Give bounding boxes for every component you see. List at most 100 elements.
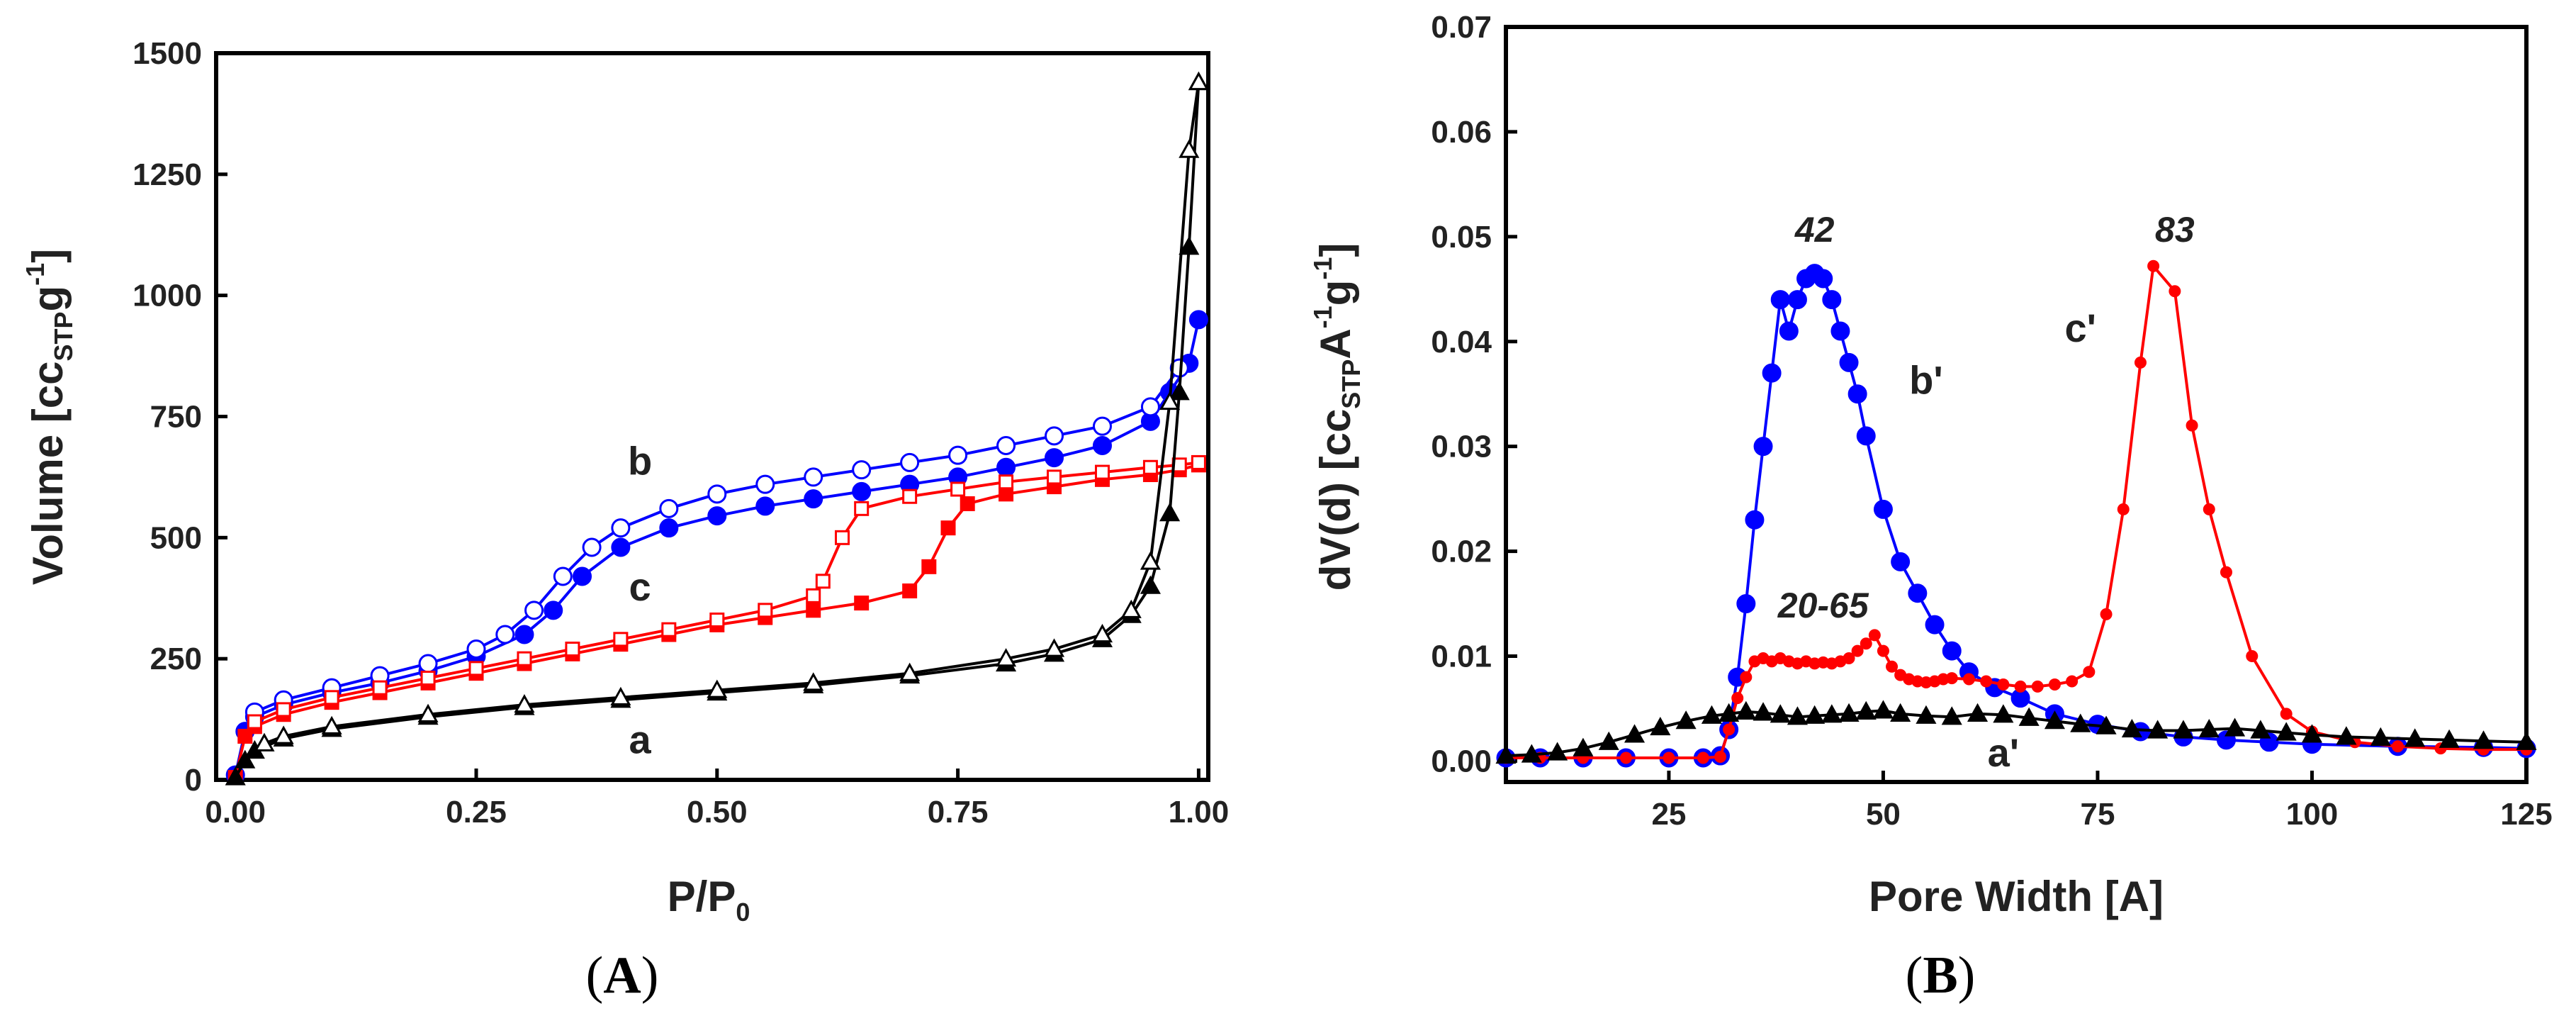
panel-a-series-b-adsorption-point: [1045, 448, 1064, 468]
panel-b-ytick-label: 0.02: [1431, 535, 1492, 569]
panel-b-series-b-point: [1753, 437, 1773, 457]
panel-a-series-b-adsorption-point: [852, 481, 872, 501]
panel-b-caption: (B): [1906, 946, 1976, 1005]
panel-b-series-c-point: [1997, 678, 2010, 691]
panel-a-series-a-adsorption-line: [234, 82, 1200, 778]
panel-b-series-c-point: [1945, 672, 1958, 685]
panel-b-ylabel-sup2: -1: [1308, 257, 1337, 280]
panel-b-xtick-label: 50: [1866, 797, 1901, 832]
panel-b-xtick-label: 25: [1651, 797, 1686, 832]
panel-b-peak-label-20-65: 20-65: [1777, 586, 1869, 625]
panel-a-series-b-adsorption: [225, 310, 1208, 785]
panel-b-series-c-point: [2391, 740, 2404, 753]
panel-b-ylabel-unit2: g: [1312, 280, 1359, 306]
panel-b-series-c-point: [1860, 637, 1872, 650]
panel-a-series-c-adsorption-line: [234, 463, 1199, 778]
panel-b-series-b-point: [1942, 641, 1962, 661]
panel-a-series-b-desorption-point: [495, 625, 515, 644]
panel-a-series-c-desorption-point: [834, 530, 850, 545]
panel-a-label-c: c: [629, 564, 651, 609]
panel-b-series-a-point: [2070, 713, 2091, 732]
panel-a-series-a-desorption-point: [1140, 551, 1161, 570]
panel-a-series-c-desorption-point: [815, 574, 831, 589]
panel-a-series-c-desorption-point: [1047, 469, 1062, 485]
panel-a-series-a-adsorption-point: [1140, 575, 1161, 594]
panel-b-series-c-point: [1868, 629, 1881, 642]
panel-a-series-c-desorption-point: [613, 632, 629, 647]
panel-a-series-a-desorption-point: [514, 693, 535, 713]
panel-a-ylabel-sup: -1: [21, 263, 50, 286]
panel-a-series-c-desorption-line: [254, 461, 1199, 723]
panel-a-ytick-label: 1500: [133, 36, 202, 71]
panel-a-ylabel-unit: g: [24, 286, 72, 312]
panel-b-series-a-point: [2250, 720, 2271, 739]
panel-b-series-a-point: [2473, 730, 2495, 749]
panel-a-series-c-desorption-point: [372, 680, 388, 695]
panel-b-series-a-point: [2198, 718, 2220, 738]
panel-b-xtick-label: 75: [2080, 797, 2115, 832]
panel-b-series-b-point: [1856, 426, 1876, 446]
panel-b-ylabel-close: ]: [1312, 243, 1359, 257]
panel-a-xlabel-sub: 0: [736, 898, 750, 927]
panel-a-series-b-desorption-point: [1092, 416, 1112, 436]
panel-b-series-c-point: [2203, 503, 2215, 515]
panel-a-series-c-desorption-point: [1094, 464, 1110, 480]
panel-b-series-a-point: [1736, 700, 1757, 720]
panel-a-series-a-desorption-point: [899, 662, 921, 681]
panel-a-series-b-desorption-point: [755, 474, 775, 494]
panel-b-series-a-point: [2225, 717, 2246, 737]
panel-a-series-b-adsorption-point: [1188, 310, 1208, 330]
panel-a-series-b-desorption-point: [1045, 426, 1064, 446]
panel-b-caption-letter: B: [1923, 946, 1957, 1005]
panel-a-series-c-desorption-point: [1142, 459, 1158, 475]
panel-b-series-b-point: [1839, 352, 1859, 372]
panel-b-series-a-point: [1941, 706, 1962, 725]
panel-a-xlabel-main: P/P: [668, 873, 736, 920]
panel-b-ytick-label: 0.05: [1431, 220, 1492, 255]
panel-a-series-a-desorption-point: [996, 648, 1017, 667]
panel-a-series-c-desorption-point: [854, 501, 870, 516]
panel-b-series-a-point: [1855, 700, 1877, 720]
panel-a-series-b-adsorption-point: [573, 566, 592, 586]
panel-a-series-b-desorption: [244, 358, 1189, 722]
panel-b-series-b-point: [1745, 510, 1765, 530]
panel-a-series-c-desorption-point: [758, 603, 773, 618]
panel-b-series-a-point: [1770, 704, 1791, 723]
panel-b-label-b-prime: b': [1909, 358, 1943, 403]
panel-b-ylabel-unit: A: [1312, 328, 1359, 359]
panel-b-series-c-point: [1663, 752, 1675, 764]
panel-b-series-a-point: [1701, 705, 1722, 724]
panel-b-series: [1495, 259, 2537, 768]
panel-b-ylabel: dV(d) [ccSTPA-1g-1]: [1308, 243, 1366, 591]
panel-b-series-b-point: [1830, 321, 1850, 341]
panel-a-series-c-desorption-point: [247, 714, 262, 730]
panel-b-series-c-point: [1740, 671, 1753, 683]
panel-b-series-a-point: [2516, 731, 2537, 750]
panel-a-series-b-desorption-point: [996, 436, 1016, 455]
panel-b-series-a-point: [1890, 703, 1911, 722]
panel-b-series-a-point: [2301, 724, 2323, 743]
panel-b-xtick-label: 100: [2286, 797, 2338, 832]
panel-b-series-a-point: [1624, 724, 1646, 743]
panel-b-series-b-point: [1873, 499, 1893, 519]
panel-a-series-c-desorption-point: [806, 588, 821, 603]
panel-a-series-a-desorption-point: [1091, 623, 1113, 643]
panel-b-plot-frame: [1504, 25, 2529, 784]
panel-a-series-b-desorption-point: [900, 452, 920, 472]
panel-b-series-c-point: [2147, 259, 2160, 272]
panel-b-series-b-point: [1762, 363, 1782, 383]
panel-a-series-a-desorption-point: [254, 732, 275, 752]
panel-a-series-b-adsorption-line: [234, 319, 1200, 776]
panel-b-series-c: [1500, 259, 2533, 764]
panel-b-series-b-point: [1847, 384, 1867, 404]
panel-a-series-c-desorption-point: [468, 661, 484, 676]
panel-a-series-b-adsorption-point: [804, 489, 823, 509]
panel-a-series-a-desorption-point: [1179, 139, 1200, 158]
panel-b-series-c-point: [1980, 675, 1993, 688]
panel-b-series-c-point: [1886, 660, 1899, 673]
panel-b-series-b-point: [1813, 269, 1833, 289]
panel-a-series-c-desorption-point: [517, 651, 532, 666]
panel-b-series-a-point: [2044, 710, 2066, 730]
panel-a-series-c-desorption-point: [950, 481, 966, 497]
